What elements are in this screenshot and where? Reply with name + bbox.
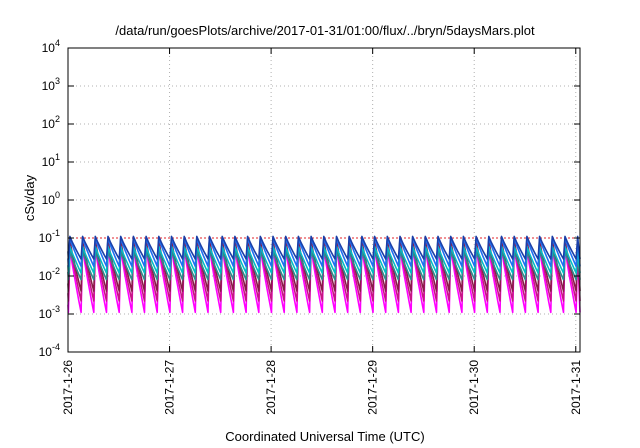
plot-area bbox=[67, 235, 581, 314]
x-axis-label: Coordinated Universal Time (UTC) bbox=[225, 429, 424, 444]
y-axis-label: cSv/day bbox=[22, 174, 37, 221]
x-axis-ticks: 2017-1-26 2017-1-27 2017-1-28 2017-1-29 2017… bbox=[61, 360, 583, 415]
y-axis-ticks: 10-4 10-3 10-2 10-1 100 101 102 103 104 bbox=[39, 38, 60, 359]
x-tick-label: 2017-1-28 bbox=[264, 360, 278, 415]
x-tick-label: 2017-1-26 bbox=[61, 360, 75, 415]
y-tick-label: 101 bbox=[42, 152, 60, 169]
y-tick-label: 102 bbox=[42, 114, 60, 131]
series-line-6 bbox=[67, 235, 581, 260]
y-tick-label: 10-4 bbox=[39, 342, 60, 359]
plot-border bbox=[67, 47, 581, 353]
y-tick-label: 103 bbox=[42, 76, 60, 93]
chart-title: /data/run/goesPlots/archive/2017-01-31/0… bbox=[115, 23, 535, 38]
x-tick-label: 2017-1-30 bbox=[467, 360, 481, 415]
axes-frame bbox=[67, 47, 581, 353]
x-tick-label: 2017-1-27 bbox=[163, 360, 177, 415]
x-tick-label: 2017-1-29 bbox=[366, 360, 380, 415]
x-tick-label: 2017-1-31 bbox=[569, 360, 583, 415]
y-tick-label: 10-2 bbox=[39, 266, 60, 283]
y-tick-label: 104 bbox=[42, 38, 60, 55]
y-tick-label: 100 bbox=[42, 190, 60, 207]
y-tick-label: 10-3 bbox=[39, 304, 60, 321]
y-tick-label: 10-1 bbox=[39, 228, 60, 245]
